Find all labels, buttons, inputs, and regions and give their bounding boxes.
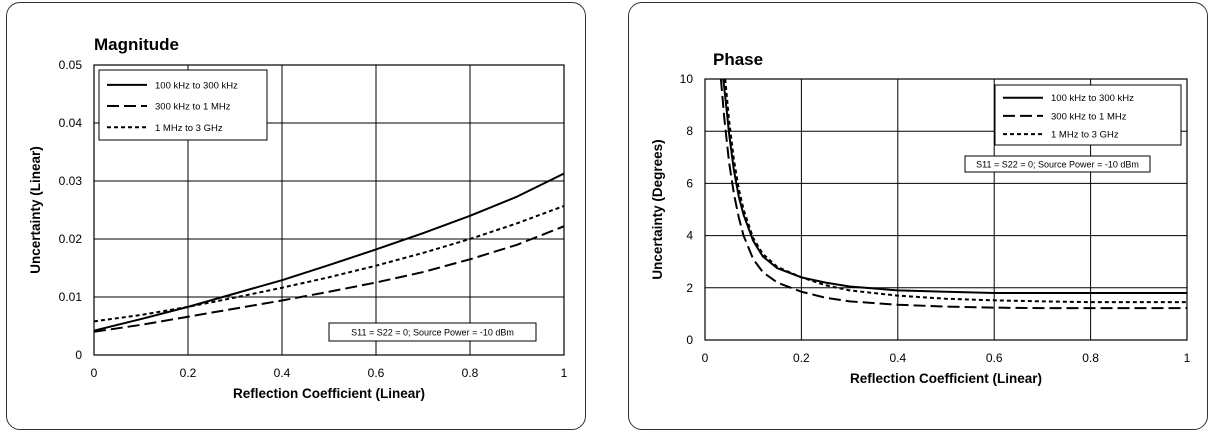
x-tick-label: 0.6: [368, 366, 385, 380]
chart-title: Magnitude: [94, 35, 179, 54]
x-tick-label: 0: [91, 366, 98, 380]
chart-title: Phase: [713, 50, 763, 69]
legend-label-1: 100 kHz to 300 kHz: [155, 80, 238, 91]
y-tick-label: 0.01: [59, 290, 83, 304]
y-axis-label: Uncertainty (Degrees): [650, 139, 665, 279]
series-line-1: [94, 172, 564, 332]
x-tick-label: 0.8: [1082, 351, 1099, 365]
y-tick-label: 0: [75, 348, 82, 362]
x-tick-label: 0: [702, 351, 709, 365]
legend-label-3: 1 MHz to 3 GHz: [1051, 130, 1119, 141]
series-line-3: [724, 79, 1187, 304]
series-line-3: [94, 205, 564, 323]
x-tick-label: 0.4: [274, 366, 291, 380]
series-group: [719, 79, 1187, 310]
y-tick-label: 4: [686, 229, 693, 243]
y-tick-label: 2: [686, 281, 693, 295]
magnitude-chart: 0 0.2 0.4 0.6 0.8 1 0 0.01 0.02 0.03 0.04 0.05 Magni…: [28, 35, 568, 401]
series-line-2: [719, 79, 1187, 310]
legend-box: [98, 69, 268, 141]
x-tick-label: 1: [1184, 351, 1191, 365]
y-tick-label: 0.02: [59, 232, 83, 246]
x-tick-label: 0.2: [793, 351, 810, 365]
legend-label-3: 1 MHz to 3 GHz: [155, 123, 223, 134]
legend-label-1: 100 kHz to 300 kHz: [1051, 93, 1134, 104]
annotation-text: S11 = S22 = 0; Source Power = -10 dBm: [976, 160, 1139, 170]
annotation-box: [964, 155, 1151, 173]
x-axis-label: Reflection Coefficient (Linear): [850, 371, 1042, 386]
series-group: [94, 172, 564, 333]
x-tick-label: 0.4: [889, 351, 906, 365]
magnitude-chart-panel: 0 0.2 0.4 0.6 0.8 1 0 0.01 0.02 0.03 0.04 0.05 Magni…: [6, 2, 586, 430]
y-tick-label: 0.05: [59, 58, 83, 72]
x-tick-label: 0.6: [986, 351, 1003, 365]
y-tick-label: 10: [680, 72, 694, 86]
annotation-box: [328, 322, 537, 342]
y-axis-label: Uncertainty (Linear): [28, 146, 43, 274]
x-axis-label: Reflection Coefficient (Linear): [233, 386, 425, 401]
x-tick-label: 1: [561, 366, 568, 380]
y-tick-label: 6: [686, 176, 693, 190]
series-line-2: [94, 225, 564, 333]
y-tick-label: 0.04: [59, 116, 83, 130]
legend-label-2: 300 kHz to 1 MHz: [1051, 111, 1127, 122]
annotation-text: S11 = S22 = 0; Source Power = -10 dBm: [351, 328, 514, 338]
x-tick-label: 0.8: [462, 366, 479, 380]
y-tick-label: 8: [686, 124, 693, 138]
phase-chart-panel: 0 0.2 0.4 0.6 0.8 1 0 2 4 6 8 10 Phase Reflection Coe…: [628, 2, 1208, 430]
y-tick-label: 0: [686, 333, 693, 347]
x-tick-label: 0.2: [180, 366, 197, 380]
legend-label-2: 300 kHz to 1 MHz: [155, 102, 231, 113]
y-tick-label: 0.03: [59, 174, 83, 188]
